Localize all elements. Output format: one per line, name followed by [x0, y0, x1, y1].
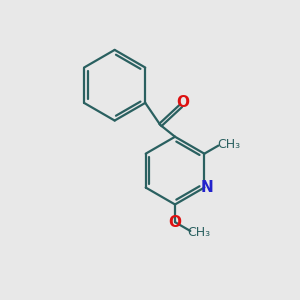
Text: CH₃: CH₃: [188, 226, 211, 239]
Text: O: O: [169, 214, 182, 230]
Text: CH₃: CH₃: [217, 138, 240, 151]
Text: N: N: [201, 180, 214, 195]
Text: O: O: [176, 95, 190, 110]
